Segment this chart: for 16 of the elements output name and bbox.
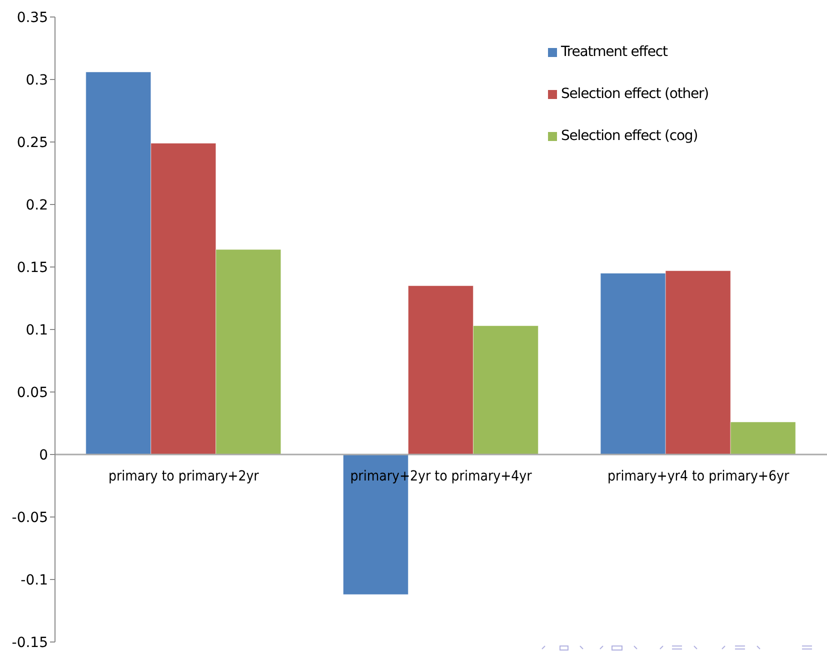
y-tick-label: 0.35 xyxy=(16,10,48,26)
legend-label: Treatment effect xyxy=(561,44,668,60)
y-tick-label: -0.15 xyxy=(12,634,48,651)
legend-label: Selection effect (other) xyxy=(561,86,709,102)
y-tick-label: 0.05 xyxy=(16,384,48,401)
y-tick-label: -0.1 xyxy=(20,572,48,588)
x-tick-label: primary+yr4 to primary+6yr xyxy=(608,468,790,484)
x-tick-label: primary to primary+2yr xyxy=(108,468,260,484)
legend-label: Selection effect (cog) xyxy=(561,128,698,144)
y-tick-label: 0 xyxy=(39,447,48,464)
y-tick-label: 0.25 xyxy=(16,134,48,151)
y-tick-label: 0.2 xyxy=(26,197,48,214)
y-tick-label: 0.15 xyxy=(16,260,48,276)
y-tick-label: 0.3 xyxy=(26,72,48,88)
y-tick-label: -0.05 xyxy=(12,510,48,526)
y-tick-label: 0.1 xyxy=(26,322,48,338)
